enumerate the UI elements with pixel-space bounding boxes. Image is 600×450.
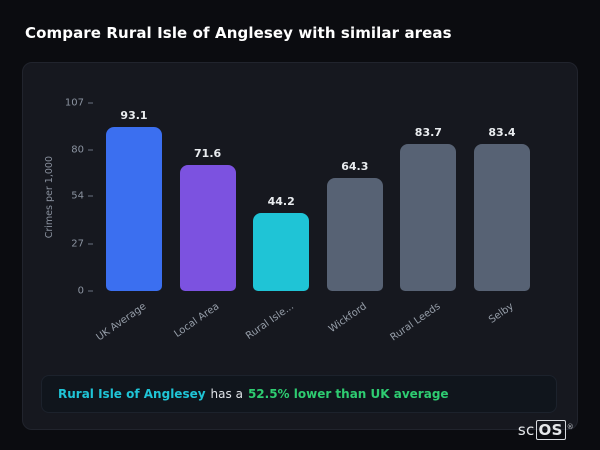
bars-area: 93.1 UK Average 71.6 Local Area 44.2 Rural Is…	[93, 103, 557, 343]
bar-group-4: 64.3 Wickford	[320, 103, 390, 335]
tick-mark	[88, 290, 93, 292]
x-axis-label: Local Area	[172, 301, 222, 340]
y-axis: 0 27 54 80 107	[57, 98, 93, 297]
tick-mark	[88, 149, 93, 151]
callout-area-name: Rural Isle of Anglesey	[58, 387, 206, 401]
registered-icon: ®	[566, 423, 574, 431]
bar-group-5: 83.7 Rural Leeds	[389, 103, 463, 343]
bar-value-label: 44.2	[267, 195, 295, 209]
x-axis-label: Selby	[487, 301, 517, 326]
y-tick-54: 54	[71, 191, 93, 202]
bar-2[interactable]	[179, 165, 236, 291]
chart-card: Crimes per 1,000 0 27 54 80 107 93.1 UK Avera…	[22, 62, 578, 430]
x-axis-label: Rural Leeds	[388, 301, 443, 344]
bar-1[interactable]	[106, 127, 162, 291]
bar-4[interactable]	[326, 178, 383, 291]
tick-mark	[88, 102, 93, 104]
y-axis-title: Crimes per 1,000	[43, 155, 55, 239]
x-axis-label: Rural Isle...	[243, 301, 296, 342]
bar-group-6: 83.4 Selby	[467, 103, 537, 326]
bar-group-1: 93.1 UK Average	[94, 103, 169, 343]
bar-group-3: 44.2 Rural Isle...	[244, 103, 316, 342]
bar-6[interactable]	[473, 144, 530, 291]
bar-value-label: 71.6	[194, 147, 222, 161]
y-tick-27: 27	[71, 238, 93, 249]
bar-group-2: 71.6 Local Area	[173, 103, 243, 340]
tick-mark	[88, 195, 93, 197]
y-tick-107: 107	[65, 98, 93, 109]
bar-value-label: 83.7	[414, 125, 442, 139]
callout-middle-text: has a	[210, 387, 243, 401]
bar-3[interactable]	[253, 213, 310, 291]
summary-callout: Rural Isle of Anglesey has a 52.5% lower…	[41, 375, 557, 413]
page-title: Compare Rural Isle of Anglesey with simi…	[25, 24, 452, 42]
x-axis-label: Wickford	[327, 301, 370, 336]
y-tick-80: 80	[71, 145, 93, 156]
logo-prefix: sc	[517, 421, 535, 439]
x-axis-label: UK Average	[94, 301, 149, 344]
logo-box: OS	[535, 420, 566, 440]
bar-5[interactable]	[400, 143, 457, 291]
scos-logo: sc OS ®	[517, 420, 574, 440]
tick-mark	[88, 243, 93, 245]
bar-chart: Crimes per 1,000 0 27 54 80 107 93.1 UK Avera…	[41, 98, 557, 355]
bar-value-label: 64.3	[341, 160, 369, 174]
bar-value-label: 93.1	[120, 109, 148, 123]
y-tick-0: 0	[78, 286, 93, 297]
callout-stat-text: 52.5% lower than UK average	[247, 387, 449, 401]
bar-value-label: 83.4	[488, 126, 516, 140]
